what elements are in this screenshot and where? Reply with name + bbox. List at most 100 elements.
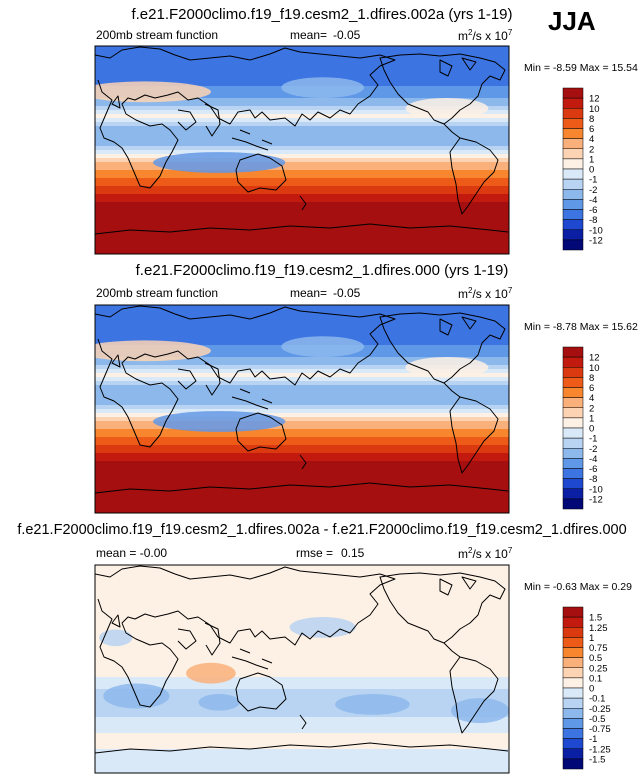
colorbar-swatch bbox=[562, 118, 584, 129]
field-band bbox=[95, 238, 509, 243]
colorbar-tick-label: 0.75 bbox=[589, 643, 608, 654]
colorbar-swatch bbox=[562, 397, 584, 409]
field-band bbox=[95, 198, 509, 203]
field-band bbox=[95, 405, 509, 410]
colorbar-swatch bbox=[562, 189, 584, 200]
field-band bbox=[95, 329, 509, 334]
field-band bbox=[95, 717, 509, 722]
panel-1-min-max: Min = -8.59 Max = 15.54 bbox=[524, 62, 638, 74]
field-band bbox=[95, 321, 509, 326]
colorbar-tick-label: -12 bbox=[589, 235, 603, 246]
field-band bbox=[95, 226, 509, 231]
field-band bbox=[95, 246, 509, 251]
field-anomaly bbox=[95, 340, 211, 362]
map-frame bbox=[94, 304, 510, 514]
panel-1-mean-label: mean= bbox=[290, 28, 328, 42]
colorbar-swatch bbox=[562, 448, 584, 459]
field-band bbox=[95, 721, 509, 726]
field-band bbox=[95, 613, 509, 618]
field-band bbox=[95, 389, 509, 394]
field-band bbox=[95, 365, 509, 370]
colorbar-swatch bbox=[562, 468, 584, 479]
field-band bbox=[95, 305, 509, 310]
colorbar-tick-label: -1 bbox=[589, 175, 597, 186]
field-band bbox=[95, 453, 509, 458]
field-band bbox=[95, 489, 509, 494]
colorbar-swatch bbox=[562, 687, 584, 699]
field-band bbox=[95, 393, 509, 398]
colorbar-tick-label: 1.25 bbox=[589, 623, 608, 634]
field-band bbox=[95, 577, 509, 582]
colorbar-swatch bbox=[562, 738, 584, 750]
colorbar-swatch bbox=[562, 606, 584, 618]
field-band bbox=[95, 106, 509, 111]
field-band bbox=[95, 749, 509, 754]
field-band bbox=[95, 457, 509, 462]
colorbar-swatch bbox=[562, 108, 584, 119]
field-band bbox=[95, 373, 509, 378]
panel-1-variable: 200mb stream function bbox=[96, 28, 219, 42]
field-band bbox=[95, 381, 509, 386]
field-band bbox=[95, 126, 509, 131]
field-anomaly bbox=[281, 336, 365, 357]
field-band bbox=[95, 142, 509, 147]
colorbar-swatch bbox=[562, 199, 584, 210]
field-band bbox=[95, 709, 509, 714]
field-band bbox=[95, 333, 509, 338]
panel-2-variable: 200mb stream function bbox=[96, 286, 219, 300]
panel-1-title: f.e21.F2000climo.f19_f19.cesm2_1.dfires.… bbox=[131, 6, 513, 23]
field-anomaly bbox=[95, 81, 211, 103]
field-band bbox=[95, 186, 509, 191]
field-band bbox=[95, 769, 509, 773]
colorbar-swatch bbox=[562, 229, 584, 241]
field-band bbox=[95, 745, 509, 750]
field-band bbox=[95, 693, 509, 698]
colorbar-tick-label: -1.5 bbox=[589, 754, 605, 765]
field-band bbox=[95, 158, 509, 163]
field-band bbox=[95, 150, 509, 155]
colorbar-tick-label: 12 bbox=[589, 353, 600, 364]
colorbar-swatch bbox=[562, 356, 584, 368]
panel-3-units: m2/s x 107 bbox=[458, 546, 513, 561]
panel-3-map bbox=[94, 564, 510, 774]
field-band bbox=[95, 210, 509, 215]
field-band bbox=[95, 190, 509, 195]
field-band bbox=[95, 665, 509, 670]
colorbar-tick-label: -12 bbox=[589, 494, 603, 505]
colorbar-tick-label: -0.75 bbox=[589, 724, 611, 735]
colorbar-swatch bbox=[562, 677, 584, 689]
field-anomaly bbox=[99, 629, 133, 647]
colorbar-tick-label: 0.25 bbox=[589, 663, 608, 674]
field-band bbox=[95, 361, 509, 366]
colorbar-swatch bbox=[562, 667, 584, 679]
field-band bbox=[95, 689, 509, 694]
field-band bbox=[95, 485, 509, 490]
field-band bbox=[95, 218, 509, 223]
field-band bbox=[95, 661, 509, 666]
field-anomaly bbox=[186, 662, 236, 684]
colorbar-tick-label: -6 bbox=[589, 464, 597, 475]
field-band bbox=[95, 174, 509, 179]
panel-3-rmse-label: rmse = bbox=[296, 546, 334, 560]
colorbar-tick-label: 6 bbox=[589, 124, 594, 135]
field-band bbox=[95, 681, 509, 686]
colorbar-swatch bbox=[562, 748, 584, 760]
field-band bbox=[95, 597, 509, 602]
field-band bbox=[95, 677, 509, 682]
colorbar-swatch bbox=[562, 138, 584, 150]
field-band bbox=[95, 401, 509, 406]
field-band bbox=[95, 222, 509, 227]
colorbar-tick-label: -1 bbox=[589, 434, 597, 445]
field-band bbox=[95, 425, 509, 430]
field-band bbox=[95, 70, 509, 75]
field-band bbox=[95, 66, 509, 71]
field-band bbox=[95, 741, 509, 746]
colorbar-tick-label: -8 bbox=[589, 215, 597, 226]
field-anomaly bbox=[405, 98, 489, 119]
colorbar-tick-label: -10 bbox=[589, 225, 603, 236]
colorbar-swatch bbox=[562, 417, 584, 429]
field-band bbox=[95, 477, 509, 482]
field-band bbox=[95, 673, 509, 678]
panel-1-mean-value: -0.05 bbox=[333, 28, 361, 42]
